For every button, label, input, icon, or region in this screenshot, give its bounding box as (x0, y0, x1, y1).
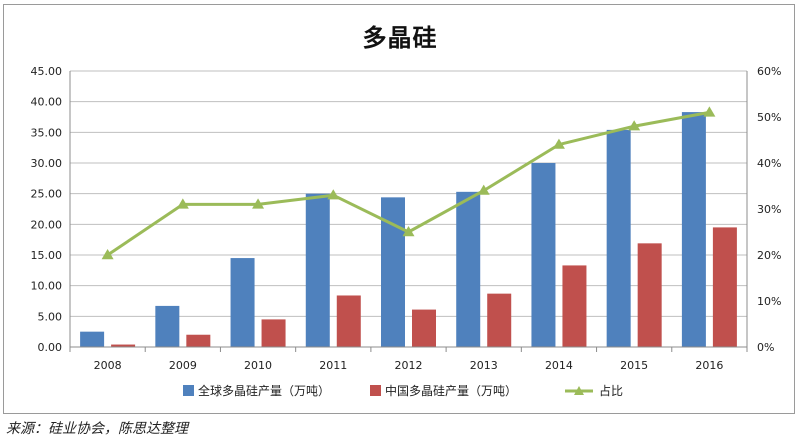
ratio-point-marker (552, 138, 565, 149)
chart-title: 多晶硅 (362, 24, 438, 52)
y-right-tick-label: 50% (757, 111, 781, 124)
bar-china-production (336, 295, 361, 347)
bar-china-production (562, 265, 587, 347)
y-left-tick-label: 10.00 (31, 280, 63, 293)
legend-china-production-label: 中国多晶硅产量（万吨） (385, 383, 517, 398)
x-tick-label: 2015 (620, 359, 648, 372)
bar-global-production (230, 258, 255, 347)
ratio-point-marker (628, 120, 641, 131)
x-tick-label: 2016 (695, 359, 723, 372)
bar-china-production (712, 227, 737, 347)
x-tick-label: 2013 (470, 359, 498, 372)
bar-global-production (531, 163, 556, 347)
x-tick-label: 2012 (395, 359, 423, 372)
x-tick-label: 2011 (319, 359, 347, 372)
y-left-tick-label: 20.00 (31, 218, 63, 231)
chart-svg: 0.00 5.00 10.00 15.00 20.00 25.00 30.00 35.00 40… (31, 65, 782, 398)
bar-global-production (681, 112, 706, 348)
bar-global-production (606, 129, 631, 347)
bar-global-production (381, 197, 405, 347)
legend: 全球多晶硅产量（万吨） 中国多晶硅产量（万吨） 占比 (183, 383, 623, 398)
y-right-tick-label: 30% (757, 203, 781, 216)
y-left-tick-label: 40.00 (31, 96, 63, 109)
bar-global-production (305, 193, 330, 347)
legend-china-production-swatch (370, 385, 381, 396)
bar-global-production (456, 191, 481, 347)
y-right-tick-label: 40% (757, 157, 781, 170)
bar-china-production (487, 293, 512, 347)
legend-global-production-swatch (183, 385, 194, 396)
ratio-point-marker (101, 249, 114, 260)
ratio-point-marker (703, 106, 716, 117)
gridlines (70, 70, 747, 348)
bar-china-production (637, 243, 662, 347)
bar-global-production (155, 305, 180, 347)
legend-ratio-marker (574, 386, 584, 395)
x-tick-label: 2008 (94, 359, 122, 372)
y-right-tick-label: 60% (757, 65, 781, 78)
y-left-tick-label: 5.00 (38, 310, 63, 323)
x-tick-label: 2010 (244, 359, 272, 372)
bar-global-production (80, 331, 105, 347)
bar-china-production (111, 344, 136, 347)
y-right-tick-label: 20% (757, 249, 781, 262)
axes: 0.00 5.00 10.00 15.00 20.00 25.00 30.00 35.00 40… (31, 65, 782, 372)
y-left-tick-label: 45.00 (31, 65, 63, 78)
y-left-tick-label: 0.00 (38, 341, 63, 354)
bar-china-production (261, 319, 286, 347)
legend-ratio-label: 占比 (599, 383, 623, 398)
bar-china-production (412, 309, 436, 347)
y-left-tick-label: 25.00 (31, 188, 63, 201)
source-note: 来源：硅业协会，陈思达整理 (6, 421, 188, 437)
y-left-tick-label: 30.00 (31, 157, 63, 170)
ratio-point-marker (477, 184, 490, 195)
ratio-line (101, 106, 716, 260)
ratio-point-marker (252, 198, 265, 209)
bar-china-production (186, 334, 211, 347)
ratio-point-marker (327, 189, 340, 200)
y-right-tick-label: 10% (757, 295, 781, 308)
ratio-point-marker (402, 226, 415, 237)
y-left-tick-label: 15.00 (31, 249, 63, 262)
y-left-tick-label: 35.00 (31, 126, 63, 139)
x-tick-label: 2009 (169, 359, 197, 372)
ratio-point-marker (176, 198, 189, 209)
legend-global-production-label: 全球多晶硅产量（万吨） (198, 383, 330, 398)
y-right-tick-label: 0% (757, 341, 774, 354)
x-tick-label: 2014 (545, 359, 573, 372)
bars (80, 112, 737, 348)
